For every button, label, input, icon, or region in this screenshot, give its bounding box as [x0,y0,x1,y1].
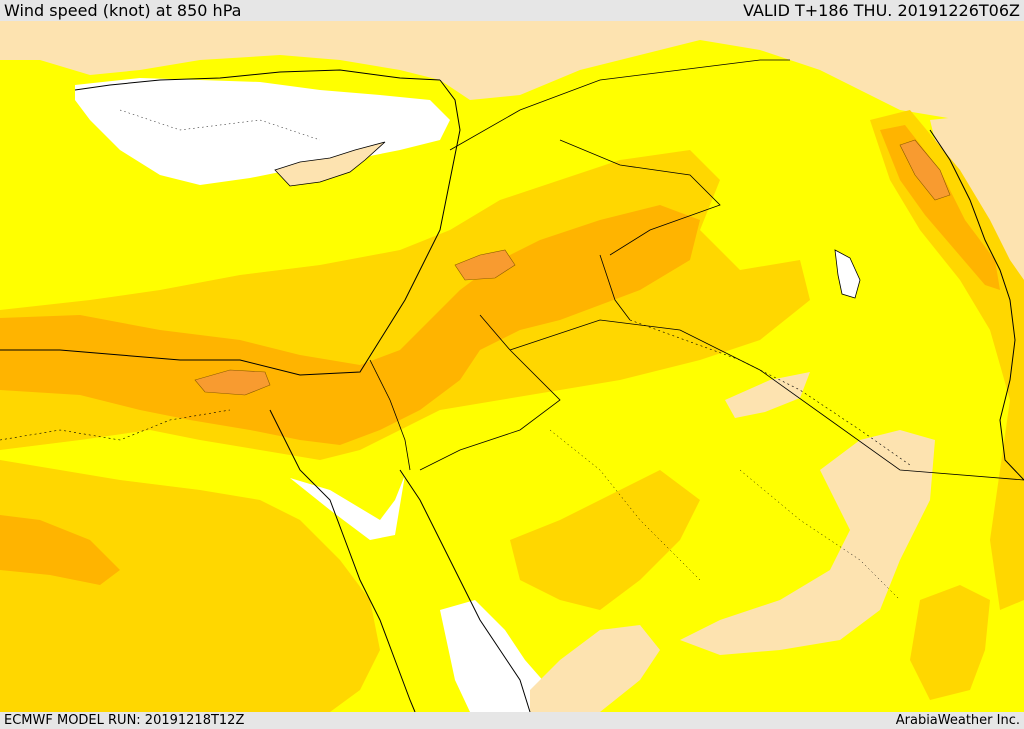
map-footer: ECMWF MODEL RUN: 20191218T12Z ArabiaWeat… [0,712,1024,729]
max-speed-spot-sinai [194,369,271,396]
caspian-edge [834,249,861,299]
map-title: Wind speed (knot) at 850 hPa [4,1,242,20]
higher-speed-band-zagros [880,125,1000,290]
low-speed-area-south [530,625,660,712]
high-speed-band-zagros [870,110,1024,610]
border-syria-jordan [479,314,511,351]
border-syria-iraq-north [559,139,721,256]
border-egypt-sudan [369,359,411,471]
persian-gulf-coastline [929,129,1024,481]
gulf-of-suez [290,475,405,540]
high-speed-area-sw [0,460,380,712]
higher-speed-band-core [0,205,700,445]
border-jordan-saudi [419,349,561,471]
mediterranean-coastline [0,79,461,376]
max-speed-spot-zagros [899,139,951,201]
max-speed-spot-levant [454,249,516,281]
red-sea [440,600,560,712]
dotted-boundary-1 [119,109,321,141]
high-speed-area-arabia [510,470,700,610]
low-speed-area-arabia-east [680,430,935,655]
dotted-boundary-3 [549,429,701,581]
border-egypt-libya [0,409,231,441]
high-speed-area-se [910,585,990,700]
turkey-coastline [74,69,441,91]
higher-speed-area-sw [0,515,120,585]
border-syria-iraq [599,254,631,321]
model-run-label: ECMWF MODEL RUN: 20191218T12Z [4,713,245,728]
border-turkey-syria [449,59,790,151]
sinai-red-sea-coastline [269,409,416,712]
credit-label: ArabiaWeather Inc. [895,713,1020,728]
low-speed-area-north [0,21,1024,150]
map-canvas [0,21,1024,712]
arabian-red-sea-coastline [399,469,531,712]
wind-speed-map [0,21,1024,712]
cyprus-island [274,141,386,187]
valid-time: VALID T+186 THU. 20191226T06Z [743,1,1020,20]
border-iraq-saudi [509,319,1024,481]
low-speed-area-iraq [725,372,810,418]
map-header: Wind speed (knot) at 850 hPa VALID T+186… [0,0,1024,21]
border-saudi-iraq-east [629,319,911,466]
